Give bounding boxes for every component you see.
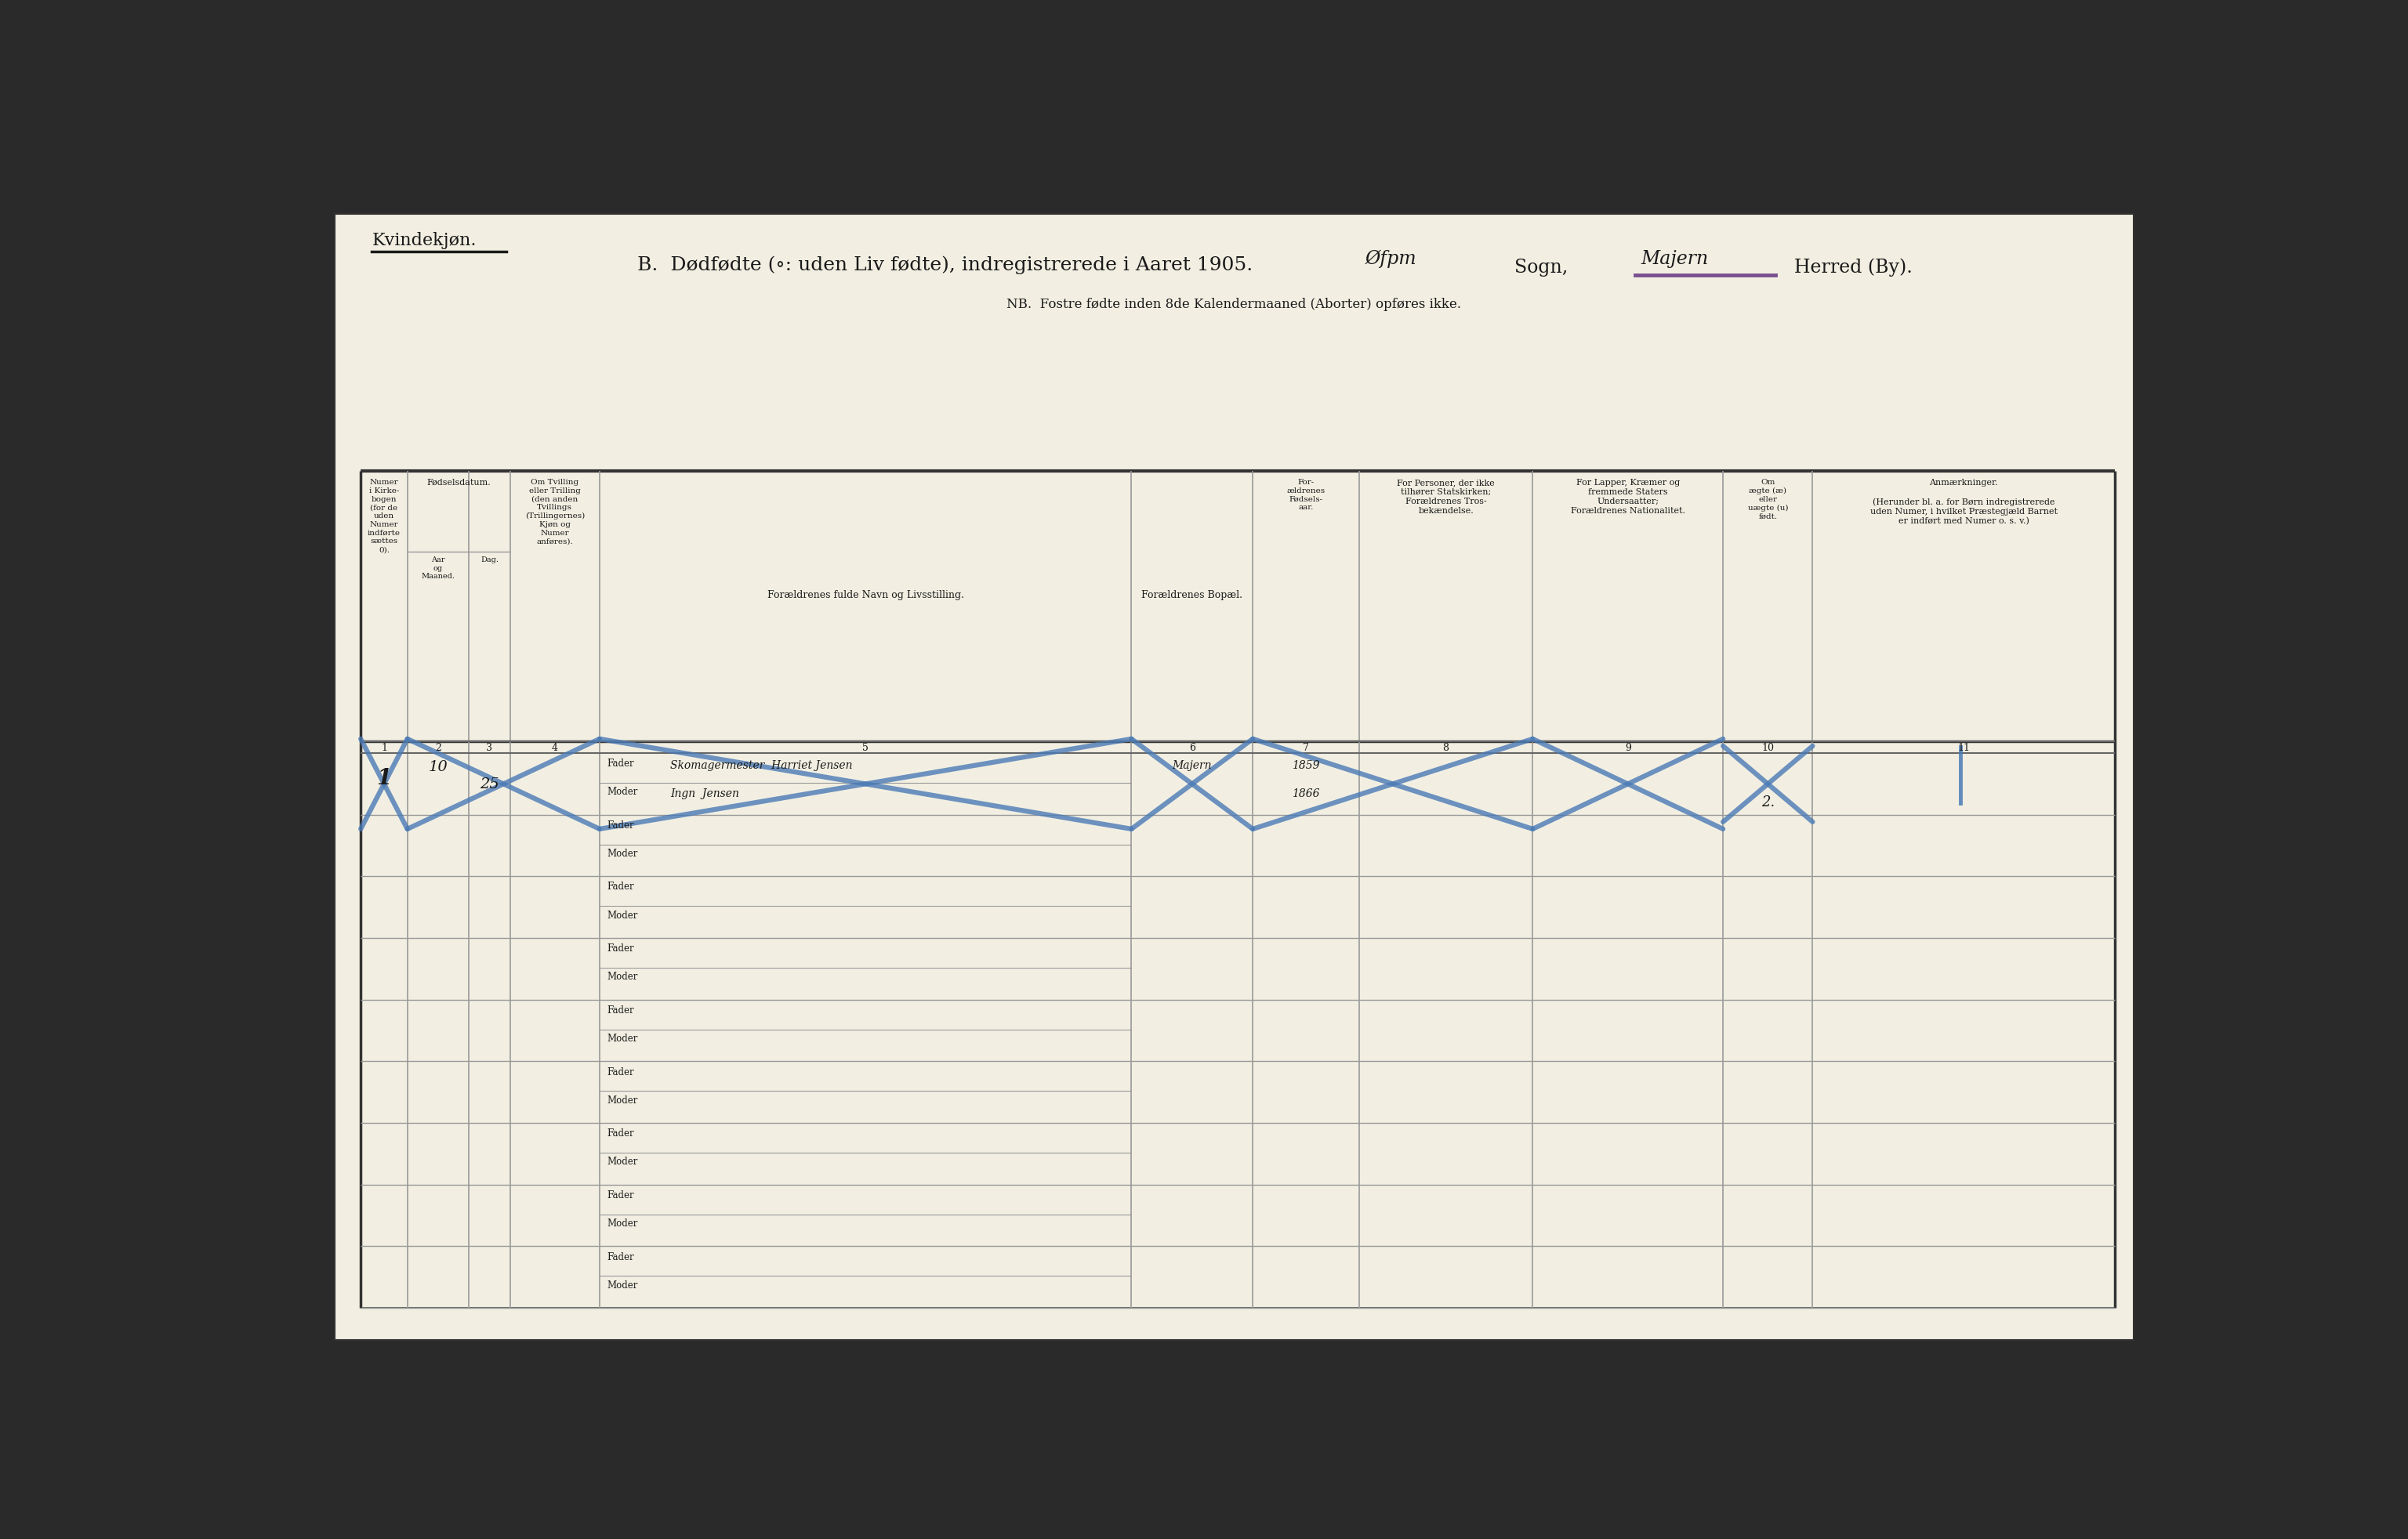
Text: 4: 4: [551, 742, 559, 753]
Text: 1859: 1859: [1293, 759, 1320, 771]
Text: Fader: Fader: [607, 882, 633, 891]
Text: NB.  Fostre fødte inden 8de Kalendermaaned (Aborter) opføres ikke.: NB. Fostre fødte inden 8de Kalendermaane…: [1007, 297, 1462, 311]
Text: Fader: Fader: [607, 1251, 633, 1262]
Text: 9: 9: [1625, 742, 1630, 753]
Text: 11: 11: [1958, 742, 1970, 753]
Text: Fader: Fader: [607, 943, 633, 953]
Text: B.  Dødfødte (∘: uden Liv fødte), indregistrerede i Aaret 1905.: B. Dødfødte (∘: uden Liv fødte), indregi…: [636, 255, 1252, 274]
Text: 25: 25: [479, 777, 498, 791]
Text: 2: 2: [436, 742, 441, 753]
Text: Fader: Fader: [607, 820, 633, 830]
Text: For Personer, der ikke
tilhører Statskirken;
Forældrenes Tros-
bekændelse.: For Personer, der ikke tilhører Statskir…: [1397, 479, 1495, 514]
Text: Moder: Moder: [607, 1217, 638, 1228]
Text: 8: 8: [1442, 742, 1450, 753]
Text: Fader: Fader: [607, 1067, 633, 1076]
Text: Moder: Moder: [607, 971, 638, 982]
Text: 1866: 1866: [1293, 788, 1320, 799]
Text: For-
ældrenes
Fødsels-
aar.: For- ældrenes Fødsels- aar.: [1286, 479, 1324, 511]
Text: 1: 1: [376, 768, 393, 790]
Text: Forældrenes fulde Navn og Livsstilling.: Forældrenes fulde Navn og Livsstilling.: [768, 589, 963, 600]
Text: Fader: Fader: [607, 1190, 633, 1200]
Text: 3: 3: [486, 742, 494, 753]
Text: Anmærkninger.

(Herunder bl. a. for Børn indregistrerede
uden Numer, i hvilket P: Anmærkninger. (Herunder bl. a. for Børn …: [1871, 479, 2056, 525]
Text: Majern: Majern: [1640, 249, 1710, 268]
Text: Ingn  Jensen: Ingn Jensen: [669, 788, 739, 799]
Text: Numer
i Kirke-
bogen
(for de
uden
Numer
indførte
sættes
0).: Numer i Kirke- bogen (for de uden Numer …: [368, 479, 400, 553]
Text: Øfpm: Øfpm: [1365, 249, 1416, 268]
Text: Fader: Fader: [607, 759, 633, 768]
Text: Kvindekjøn.: Kvindekjøn.: [371, 232, 477, 249]
Text: 10: 10: [429, 759, 448, 774]
Text: For Lapper, Kræmer og
fremmede Staters
Undersaatter;
Forældrenes Nationalitet.: For Lapper, Kræmer og fremmede Staters U…: [1570, 479, 1686, 514]
Text: Herred (By).: Herred (By).: [1794, 259, 1912, 277]
Text: Fødselsdatum.: Fødselsdatum.: [426, 479, 491, 486]
Text: 10: 10: [1763, 742, 1775, 753]
Text: Moder: Moder: [607, 1033, 638, 1043]
Text: Fader: Fader: [607, 1128, 633, 1139]
Text: 7: 7: [1303, 742, 1310, 753]
Text: 1: 1: [380, 742, 388, 753]
Text: Moder: Moder: [607, 848, 638, 859]
Text: Moder: Moder: [607, 786, 638, 797]
Text: Majern: Majern: [1173, 759, 1211, 771]
Text: 6: 6: [1190, 742, 1194, 753]
Text: Fader: Fader: [607, 1005, 633, 1014]
Text: 5: 5: [862, 742, 869, 753]
Text: Moder: Moder: [607, 910, 638, 920]
Text: Skomagermester  Harriet Jensen: Skomagermester Harriet Jensen: [669, 759, 852, 771]
Text: Moder: Moder: [607, 1156, 638, 1167]
Text: Forældrenes Bopæl.: Forældrenes Bopæl.: [1141, 589, 1243, 600]
Text: 2.: 2.: [1760, 796, 1775, 810]
Text: Om
ægte (æ)
eller
uægte (u)
født.: Om ægte (æ) eller uægte (u) født.: [1748, 479, 1789, 520]
Text: Om Tvilling
eller Trilling
(den anden
Tvillings
(Trillingernes)
Kjøn og
Numer
an: Om Tvilling eller Trilling (den anden Tv…: [525, 479, 585, 545]
Text: Aar
og
Maaned.: Aar og Maaned.: [421, 556, 455, 580]
Text: Dag.: Dag.: [482, 556, 498, 563]
Text: Moder: Moder: [607, 1094, 638, 1105]
Text: Moder: Moder: [607, 1279, 638, 1290]
Text: Sogn,: Sogn,: [1515, 259, 1568, 275]
